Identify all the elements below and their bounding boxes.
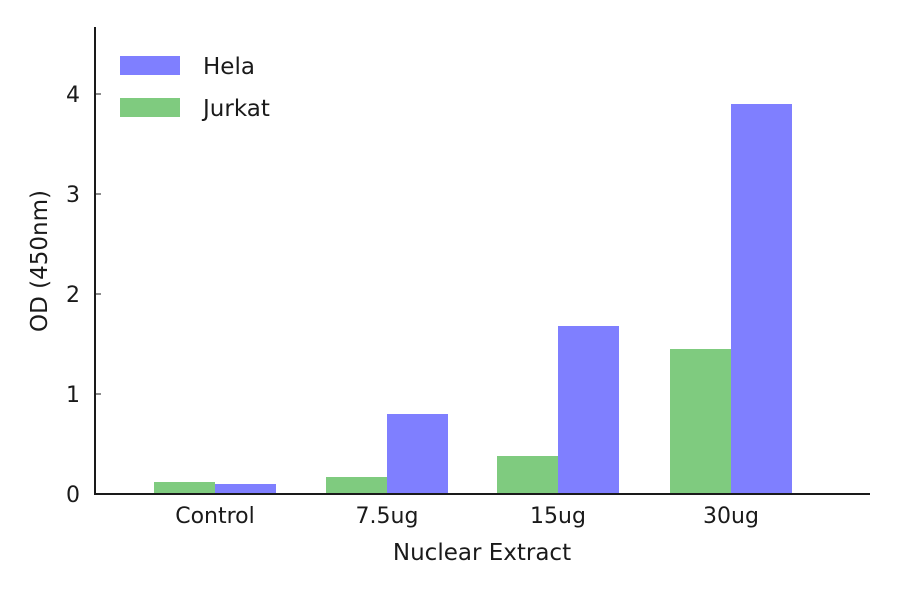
bar-hela-7-5ug — [387, 414, 448, 494]
axes-group — [94, 27, 870, 495]
bar-jurkat-15ug — [497, 456, 558, 494]
x-axis-title: Nuclear Extract — [393, 540, 571, 566]
x-tick-label: 15ug — [530, 504, 586, 529]
x-tick-label: 30ug — [703, 504, 759, 529]
y-tick-label: 0 — [66, 483, 80, 508]
bar-hela-30ug — [731, 104, 792, 494]
bar-hela-control — [215, 484, 276, 494]
bars-group — [154, 104, 792, 494]
legend-label-hela: Hela — [203, 54, 255, 80]
y-ticks-group: 0 1 2 3 4 — [66, 83, 101, 508]
x-tick-label: 7.5ug — [356, 504, 419, 529]
legend: Hela Jurkat — [120, 54, 270, 122]
bar-jurkat-7-5ug — [326, 477, 387, 494]
legend-label-jurkat: Jurkat — [201, 96, 270, 122]
bar-jurkat-control — [154, 482, 215, 494]
y-tick-label: 3 — [66, 183, 80, 208]
y-tick-label: 2 — [66, 283, 80, 308]
legend-swatch-hela — [120, 56, 180, 75]
bar-jurkat-30ug — [670, 349, 731, 494]
legend-swatch-jurkat — [120, 98, 180, 117]
y-tick-label: 4 — [66, 83, 80, 108]
bar-hela-15ug — [558, 326, 619, 494]
x-tick-label: Control — [175, 504, 255, 529]
y-tick-label: 1 — [66, 383, 80, 408]
y-axis-title: OD (450nm) — [27, 190, 53, 332]
x-ticks-group: Control 7.5ug 15ug 30ug — [175, 504, 759, 529]
